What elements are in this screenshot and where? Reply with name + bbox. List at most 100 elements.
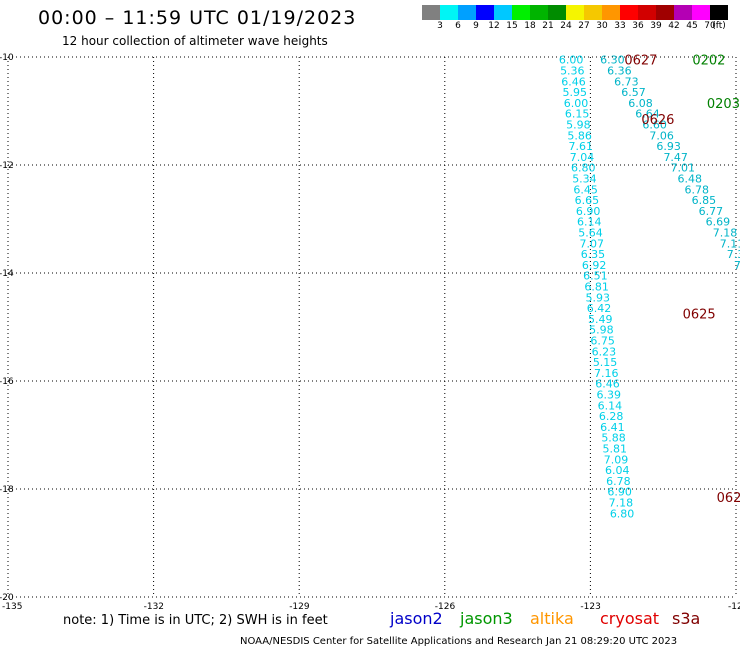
wave-height-value: 6.51: [583, 270, 608, 283]
wave-height-value: 6.36: [607, 65, 632, 78]
credit-line: NOAA/NESDIS Center for Satellite Applica…: [240, 636, 678, 647]
wave-height-value: 5.95: [562, 86, 587, 99]
scale-swatch: [566, 5, 584, 20]
lat-label: -16: [0, 377, 14, 387]
wave-height-value: 6.48: [678, 173, 703, 186]
wave-height-value: 6.00: [559, 54, 584, 67]
scale-swatch: [458, 5, 476, 20]
wave-height-value: 7.09: [604, 453, 629, 466]
lat-label: -14: [0, 269, 14, 279]
wave-height-value: 5.98: [589, 324, 614, 337]
scale-label: (ft): [712, 21, 726, 31]
scale-label: 27: [578, 21, 590, 31]
wave-height-value: 6.14: [577, 216, 602, 229]
wave-height-value: 7.11: [720, 237, 740, 250]
wave-height-value: 6.90: [576, 205, 601, 218]
wave-height-value: 6.45: [573, 183, 598, 196]
lon-label: -135: [2, 602, 22, 612]
lon-label: -132: [144, 602, 164, 612]
scale-swatch: [638, 5, 656, 20]
scale-label: 24: [560, 21, 572, 31]
lat-label: -10: [0, 53, 14, 63]
wave-height-value: 6.39: [596, 389, 621, 402]
lon-label: -129: [289, 602, 310, 612]
wave-height-value: 6.08: [628, 97, 653, 110]
wave-height-value: 5.93: [586, 291, 611, 304]
scale-label: 12: [488, 21, 500, 31]
scale-swatch: [440, 5, 458, 20]
scale-swatch: [674, 5, 692, 20]
lon-label: -12: [728, 602, 740, 612]
scale-swatch: [422, 5, 440, 20]
lon-label: -126: [435, 602, 456, 612]
lon-label: -123: [580, 602, 600, 612]
footnote: note: 1) Time is in UTC; 2) SWH is in fe…: [63, 613, 328, 628]
map-subtitle: 12 hour collection of altimeter wave hei…: [62, 34, 328, 48]
wave-height-value: 6.35: [581, 248, 606, 261]
satellite-legend-altika: altika: [530, 609, 574, 628]
wave-height-value: 7.01: [670, 162, 695, 175]
satellite-legend-jason3: jason3: [460, 609, 513, 628]
scale-swatch: [602, 5, 620, 20]
pass-time-label: 0626: [641, 113, 674, 128]
wave-height-value: 6.00: [564, 97, 589, 110]
wave-height-value: 7.61: [569, 140, 594, 153]
wave-height-value: 6.78: [685, 183, 710, 196]
scale-label: 45: [686, 21, 698, 31]
scale-label: 42: [668, 21, 680, 31]
scale-swatch: [548, 5, 566, 20]
wave-height-value: 5.36: [560, 65, 585, 78]
wave-height-value: 6.77: [699, 205, 724, 218]
scale-swatch: [476, 5, 494, 20]
scale-swatch: [692, 5, 710, 20]
lat-label: -20: [0, 593, 14, 603]
scale-label: 9: [473, 21, 479, 31]
scale-label: 39: [650, 21, 662, 31]
wave-height-value: 5.15: [593, 356, 618, 369]
wave-height-value: 6.42: [587, 302, 612, 315]
wave-height-value: 5.34: [572, 173, 597, 186]
wave-height-value: 6.65: [575, 194, 600, 207]
wave-height-value: 7.04: [570, 151, 595, 164]
wave-height-value: 6.93: [656, 140, 681, 153]
wave-height-value: 6.60: [642, 119, 667, 132]
pass-time-label: 0627: [624, 54, 657, 69]
pass-time-label: 0202: [692, 54, 725, 69]
wave-height-value: 6.28: [599, 410, 624, 423]
wave-height-value: 5.81: [603, 443, 628, 456]
wave-height-value: 5.86: [567, 129, 592, 142]
pass-time-label: 0203: [707, 97, 740, 112]
wave-height-value: 6.80: [571, 162, 596, 175]
wave-height-value: 6.57: [621, 86, 646, 99]
scale-label: 6: [455, 21, 461, 31]
scale-label: 30: [596, 21, 608, 31]
wave-height-value: 6.69: [706, 216, 731, 229]
scale-swatch: [494, 5, 512, 20]
pass-time-label: 0625: [683, 308, 716, 323]
scale-label: 15: [506, 21, 518, 31]
satellite-legend-s3a: s3a: [672, 609, 701, 628]
wave-height-value: 7.06: [649, 129, 674, 142]
lat-label: -12: [0, 161, 14, 171]
scale-label: 21: [542, 21, 554, 31]
scale-label: 33: [614, 21, 626, 31]
satellite-legend-jason2: jason2: [390, 609, 443, 628]
color-scale-legend: [422, 5, 728, 20]
wave-height-value: 7.18: [713, 227, 738, 240]
wave-height-value: 6.14: [598, 399, 623, 412]
wave-height-value: 6.46: [561, 75, 586, 88]
scale-swatch: [512, 5, 530, 20]
wave-height-value: 6.23: [592, 345, 617, 358]
wave-height-value: 7.47: [663, 151, 688, 164]
wave-height-value: 6.78: [606, 475, 631, 488]
wave-height-value: 6.15: [565, 108, 590, 121]
wave-height-value: 5.98: [566, 119, 591, 132]
wave-height-value: 6.30: [600, 54, 625, 67]
wave-height-value: 6.80: [610, 507, 635, 520]
wave-height-value: 6.64: [635, 108, 660, 121]
scale-swatch: [710, 5, 728, 20]
wave-height-value: 6.04: [605, 464, 630, 477]
wave-height-value: 7.36: [727, 248, 740, 261]
scale-swatch: [530, 5, 548, 20]
